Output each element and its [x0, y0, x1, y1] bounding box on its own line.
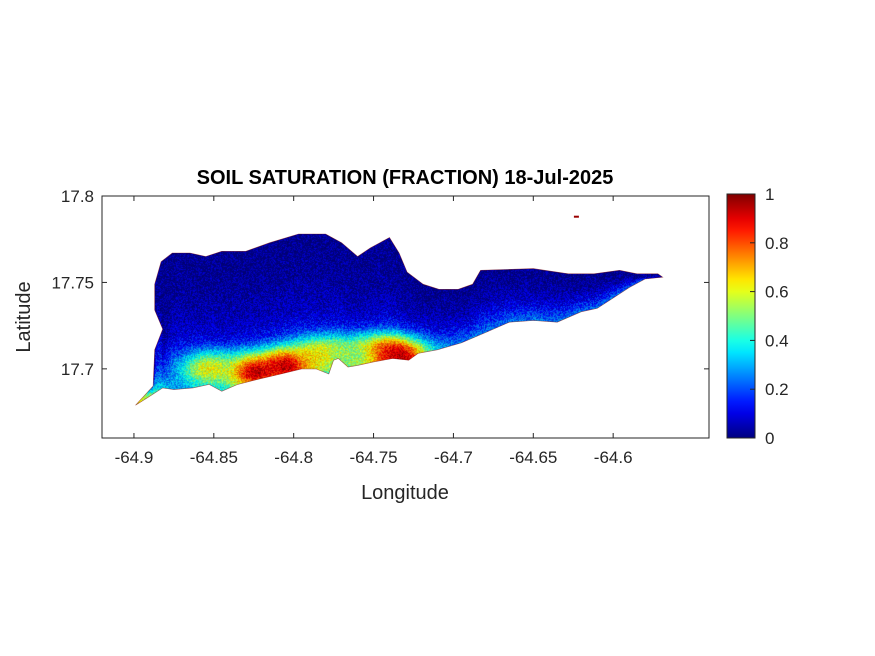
island-outline — [135, 233, 664, 406]
x-tick-label: -64.6 — [594, 448, 633, 467]
islet-marker — [573, 215, 579, 218]
colorbar-tick-label: 0.2 — [765, 380, 789, 399]
chart-title: SOIL SATURATION (FRACTION) 18-Jul-2025 — [197, 167, 614, 189]
colorbar-ticks: 0 0.2 0.4 0.6 0.8 1 — [750, 185, 789, 448]
y-axis: 17.7 17.75 17.8 — [51, 187, 107, 379]
y-tick-label: 17.75 — [51, 273, 94, 292]
y-axis-label: Latitude — [13, 281, 35, 352]
x-tick-label: -64.8 — [274, 448, 313, 467]
colorbar-fill — [726, 193, 756, 439]
x-axis: -64.9 -64.85 -64.8 -64.75 -64.7 -64.65 -64.6 — [115, 196, 633, 467]
y-axis-right-ticks — [704, 195, 709, 370]
colorbar-tick-label: 0.8 — [765, 234, 789, 253]
colorbar-tick-label: 0.6 — [765, 283, 789, 302]
x-tick-label: -64.75 — [349, 448, 397, 467]
x-tick-label: -64.7 — [434, 448, 473, 467]
plot-area: -64.9 -64.85 -64.8 -64.75 -64.7 -64.65 -64.6 1… — [51, 187, 710, 467]
colorbar-tick-label: 0 — [765, 429, 774, 448]
colorbar: 0 0.2 0.4 0.6 0.8 1 — [726, 185, 789, 448]
x-tick-label: -64.85 — [190, 448, 238, 467]
x-axis-label: Longitude — [361, 482, 449, 504]
colorbar-tick-label: 1 — [765, 185, 774, 204]
colorbar-tick-label: 0.4 — [765, 331, 789, 350]
x-tick-label: -64.65 — [509, 448, 557, 467]
y-tick-label: 17.7 — [61, 360, 94, 379]
x-tick-label: -64.9 — [115, 448, 154, 467]
y-tick-label: 17.8 — [61, 187, 94, 206]
